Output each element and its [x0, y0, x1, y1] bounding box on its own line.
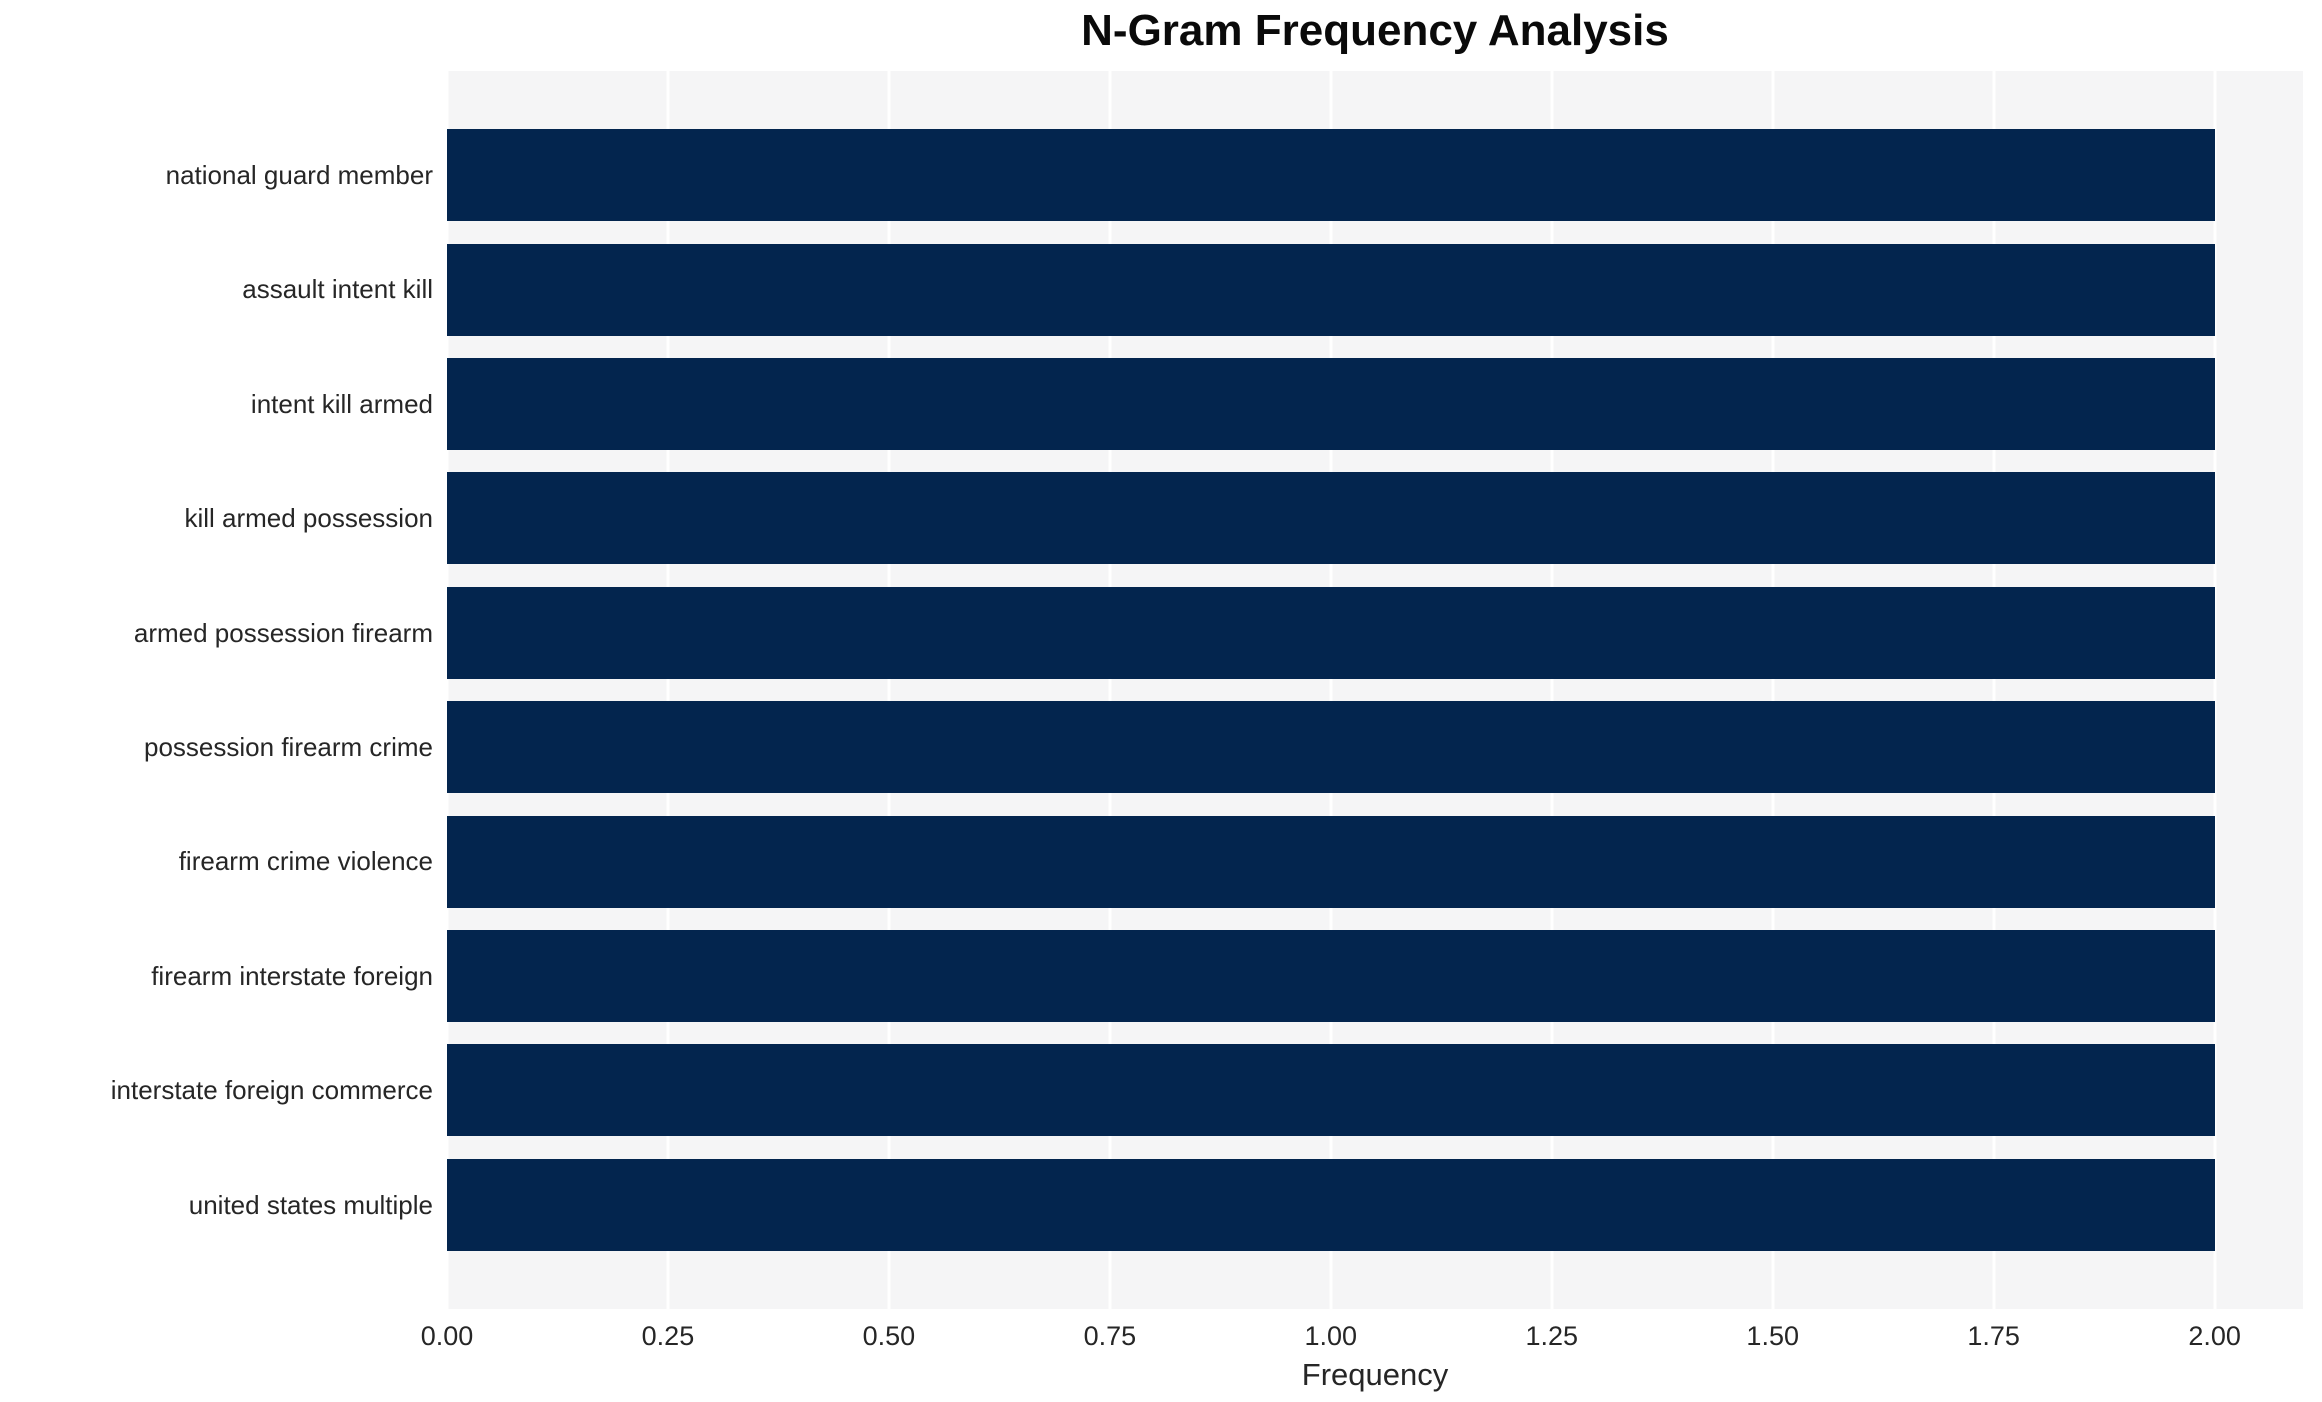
bar-row: intent kill armed	[0, 347, 2303, 461]
bar-track	[447, 919, 2303, 1033]
bar-track	[447, 1148, 2303, 1262]
y-axis-label: interstate foreign commerce	[110, 1075, 433, 1106]
frequency-bar	[447, 1044, 2215, 1137]
bar-row: firearm crime violence	[0, 804, 2303, 918]
chart-title: N-Gram Frequency Analysis	[1081, 6, 1669, 55]
bar-row: armed possession firearm	[0, 576, 2303, 690]
y-axis-label: intent kill armed	[250, 388, 433, 419]
y-axis-label: national guard member	[165, 159, 433, 190]
x-tick-label: 0.50	[862, 1321, 916, 1351]
x-gridline	[1108, 71, 1112, 1309]
frequency-bar	[447, 243, 2215, 336]
y-axis-label: possession firearm crime	[144, 731, 433, 762]
y-axis-label: firearm interstate foreign	[151, 960, 433, 991]
bar-row: national guard member	[0, 118, 2303, 232]
rows: national guard member assault intent kill…	[0, 71, 2303, 1309]
bar-row: possession firearm crime	[0, 690, 2303, 804]
frequency-bar	[447, 701, 2215, 794]
frequency-bar	[447, 358, 2215, 451]
frequency-bar	[447, 815, 2215, 908]
x-tick-label: 1.50	[1746, 1321, 1799, 1351]
bar-row: interstate foreign commerce	[0, 1033, 2303, 1147]
y-axis-label: kill armed possession	[184, 503, 433, 534]
x-tick-label: 1.75	[1967, 1321, 2020, 1351]
x-gridline	[1992, 71, 1996, 1309]
bar-row: firearm interstate foreign	[0, 919, 2303, 1033]
x-gridline	[1550, 71, 1554, 1309]
x-gridline	[1771, 71, 1775, 1309]
x-tick-label: 1.00	[1304, 1321, 1358, 1351]
bar-row: kill armed possession	[0, 461, 2303, 575]
bar-track	[447, 576, 2303, 690]
x-gridline	[1329, 71, 1333, 1309]
x-gridline	[666, 71, 670, 1309]
x-tick-label: 0.00	[420, 1321, 474, 1351]
frequency-bar	[447, 129, 2215, 222]
x-tick-label: 1.25	[1525, 1321, 1579, 1351]
frequency-bar	[447, 930, 2215, 1023]
x-gridline	[2213, 71, 2217, 1309]
bar-track	[447, 347, 2303, 461]
y-axis-label: united states multiple	[188, 1189, 433, 1220]
x-gridline	[447, 71, 449, 1309]
y-axis-label: armed possession firearm	[133, 617, 433, 648]
bar-row: united states multiple	[0, 1148, 2303, 1262]
x-gridline	[887, 71, 891, 1309]
bar-track	[447, 804, 2303, 918]
bar-row: assault intent kill	[0, 232, 2303, 346]
frequency-bar	[447, 1158, 2215, 1251]
frequency-bar	[447, 586, 2215, 679]
x-tick-label: 0.25	[641, 1321, 695, 1351]
y-axis-label: assault intent kill	[242, 274, 433, 305]
y-axis-label: firearm crime violence	[178, 846, 433, 877]
x-axis-title: Frequency	[1301, 1357, 1449, 1392]
bar-track	[447, 461, 2303, 575]
bar-track	[447, 232, 2303, 346]
x-tick-label: 2.00	[2188, 1321, 2241, 1351]
x-tick-label: 0.75	[1083, 1321, 1137, 1351]
frequency-bar	[447, 472, 2215, 565]
bar-track	[447, 1033, 2303, 1147]
bar-track	[447, 118, 2303, 232]
bar-track	[447, 690, 2303, 804]
